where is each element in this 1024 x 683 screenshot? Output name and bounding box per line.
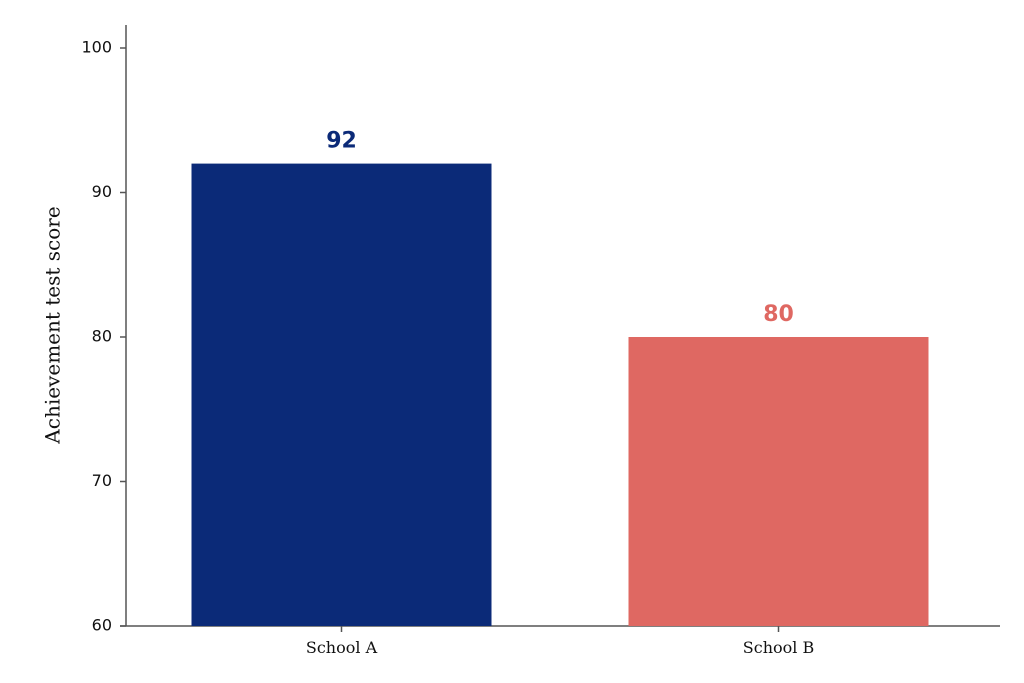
data-labels: 92 80 bbox=[326, 129, 794, 327]
bar-school-b bbox=[628, 337, 929, 626]
bars bbox=[191, 163, 929, 626]
y-tick-label: 70 bbox=[92, 471, 112, 490]
y-tick-label: 80 bbox=[92, 327, 112, 346]
y-tick-label: 90 bbox=[92, 182, 112, 201]
y-axis: 60 70 80 90 100 Achievement test score bbox=[41, 25, 127, 635]
y-ticks: 60 70 80 90 100 bbox=[81, 38, 126, 635]
y-tick-label: 60 bbox=[92, 616, 112, 635]
data-label-school-b: 80 bbox=[763, 302, 794, 327]
x-tick-label: School B bbox=[743, 638, 814, 657]
y-tick-label: 100 bbox=[81, 38, 112, 57]
x-ticks: School A School B bbox=[306, 626, 814, 657]
x-tick-label: School A bbox=[306, 638, 378, 657]
x-axis: School A School B bbox=[120, 625, 1000, 657]
y-axis-title: Achievement test score bbox=[41, 206, 65, 444]
bar-school-a bbox=[191, 163, 492, 626]
data-label-school-a: 92 bbox=[326, 129, 357, 154]
